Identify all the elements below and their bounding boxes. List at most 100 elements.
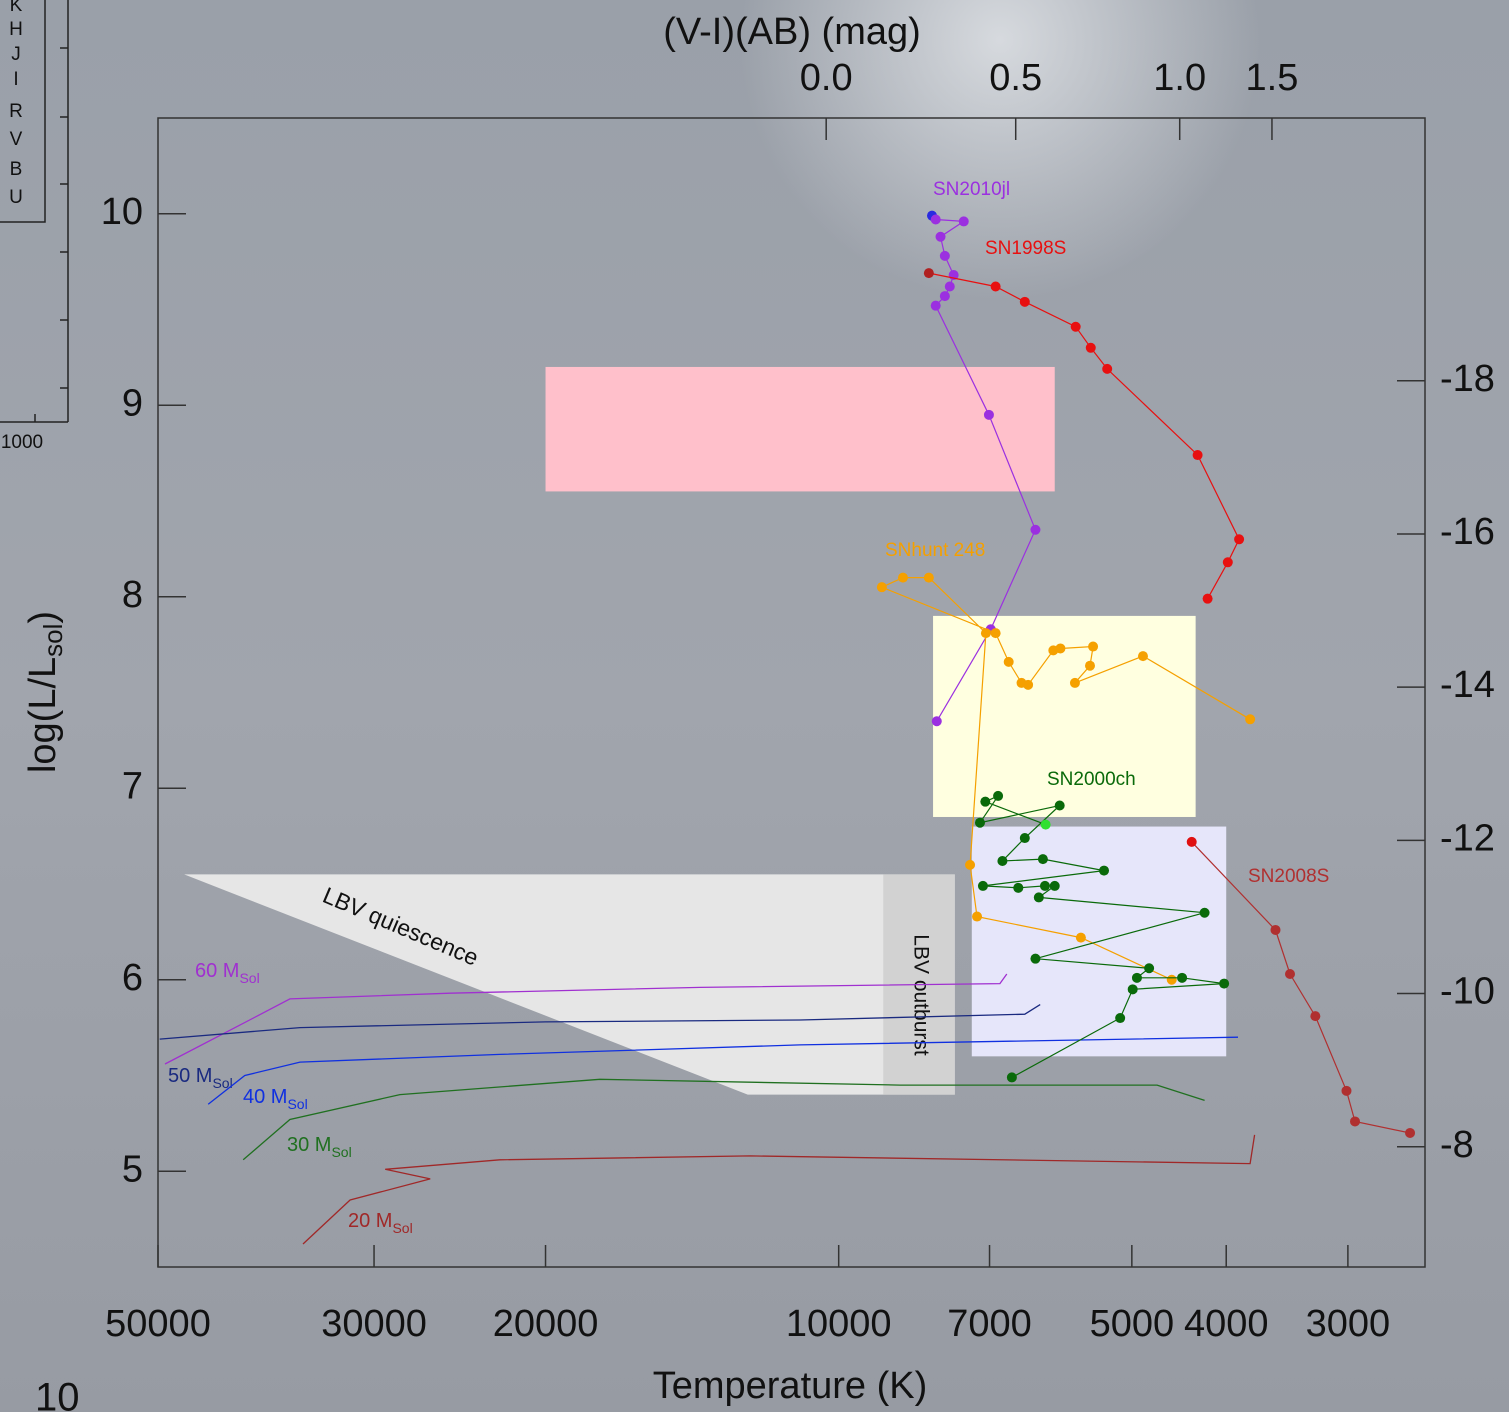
y-tick-label: 9 <box>122 382 143 424</box>
inset-box <box>0 0 46 223</box>
sn-point <box>1003 656 1014 667</box>
corner-label: 10 <box>35 1376 80 1412</box>
sn-point <box>897 572 908 583</box>
sn-point <box>1085 342 1096 353</box>
sn-point <box>1070 321 1081 332</box>
sn-point <box>1234 534 1245 545</box>
sn-point <box>965 859 976 870</box>
sn-label: SN1998S <box>985 238 1066 259</box>
x-tick-label: 30000 <box>321 1303 427 1345</box>
track-label: 60 MSol <box>195 960 260 985</box>
sn-point <box>1023 679 1034 690</box>
track-label-sub: Sol <box>287 1096 307 1112</box>
sn-point <box>997 856 1008 867</box>
x2-axis-label: (V-I)(AB) (mag) <box>663 11 921 53</box>
track-line <box>207 1036 1239 1105</box>
sn-point <box>923 268 934 279</box>
x2-tick-label: 0.5 <box>989 57 1042 99</box>
sn-point <box>1013 882 1024 893</box>
x-axis-label: Temperature (K) <box>653 1365 928 1407</box>
y-tick-label: 6 <box>122 957 143 999</box>
region <box>545 366 1055 492</box>
track-line <box>164 973 1008 1065</box>
sn-point <box>1006 1072 1017 1083</box>
sn-point <box>1030 524 1041 535</box>
sn-label: SN2010jl <box>933 179 1010 200</box>
y-tick-label: 10 <box>101 191 143 233</box>
inset-band-label: J <box>11 44 21 65</box>
track-label-part: 30 M <box>287 1134 331 1156</box>
sn-point <box>1115 1013 1126 1024</box>
sn-point <box>1075 932 1086 943</box>
plot-frame <box>157 117 1426 1268</box>
sn-label: SN2000ch <box>1047 769 1136 790</box>
track-label-sub: Sol <box>212 1075 232 1091</box>
sn-point <box>980 628 991 639</box>
inset-tick-label: 1000 <box>1 432 43 453</box>
sn-point <box>1349 1116 1360 1127</box>
sn-point <box>1405 1127 1416 1138</box>
sn-point <box>958 216 969 227</box>
x2-tick-label: 1.0 <box>1153 57 1206 99</box>
y-axis-label-part: ) <box>22 611 64 624</box>
track-label: 50 MSol <box>168 1065 233 1090</box>
y-tick-label: 5 <box>122 1148 143 1190</box>
inset-band-label: K <box>10 0 23 16</box>
sn-point <box>1084 660 1095 671</box>
track-label: 40 MSol <box>243 1086 308 1111</box>
x-tick-label: 3000 <box>1306 1303 1391 1345</box>
inset-band-label: H <box>9 19 23 40</box>
track-label-part: 60 M <box>195 960 239 982</box>
sn-point <box>1037 854 1048 865</box>
sn-point <box>1049 880 1060 891</box>
sn-point <box>1030 953 1041 964</box>
sn-point <box>939 250 950 261</box>
sn-point <box>1033 892 1044 903</box>
sn-point <box>930 300 941 311</box>
sn-point <box>939 291 950 302</box>
sn-point <box>923 572 934 583</box>
sn-line <box>928 272 1240 599</box>
track-label-sub: Sol <box>331 1144 351 1160</box>
sn-point <box>1202 593 1213 604</box>
sn-point <box>990 281 1001 292</box>
y2-tick-label: -14 <box>1440 664 1495 706</box>
y-axis-label-part: log(L/L <box>22 657 64 773</box>
sn-point <box>1166 974 1177 985</box>
sn-point <box>1245 714 1256 725</box>
sn-point <box>876 582 887 593</box>
sn-point <box>1019 833 1030 844</box>
sn-point <box>1055 643 1066 654</box>
sn-point <box>1039 880 1050 891</box>
sn-point <box>993 790 1004 801</box>
sn-point <box>980 796 991 807</box>
sn-point <box>977 880 988 891</box>
sn-point <box>931 716 942 727</box>
sn-point <box>1054 800 1065 811</box>
inset-band-label: V <box>10 129 23 150</box>
sn-point <box>1192 450 1203 461</box>
sn-point <box>944 281 955 292</box>
sn-point <box>1131 972 1142 983</box>
y-axis-label: log(L/Lsol) <box>22 611 68 773</box>
y2-tick-label: -8 <box>1440 1124 1474 1166</box>
inset-band-label: I <box>13 69 18 90</box>
inset-band-label: B <box>10 159 23 180</box>
sn-point <box>1310 1011 1321 1022</box>
x-tick-label: 50000 <box>105 1303 211 1345</box>
sn-point <box>1177 972 1188 983</box>
track-label-part: 40 M <box>243 1086 287 1108</box>
track-label-sub: Sol <box>239 970 259 986</box>
x-tick-label: 20000 <box>493 1303 599 1345</box>
sn-point <box>1219 978 1230 989</box>
track-label: 20 MSol <box>348 1210 413 1235</box>
y2-tick-label: -18 <box>1440 358 1495 400</box>
sn-point <box>1088 641 1099 652</box>
sn-point <box>1199 907 1210 918</box>
x-tick-label: 5000 <box>1090 1303 1175 1345</box>
y2-tick-label: -16 <box>1440 511 1495 553</box>
inset-band-label: U <box>9 187 23 208</box>
x-tick-label: 10000 <box>786 1303 892 1345</box>
